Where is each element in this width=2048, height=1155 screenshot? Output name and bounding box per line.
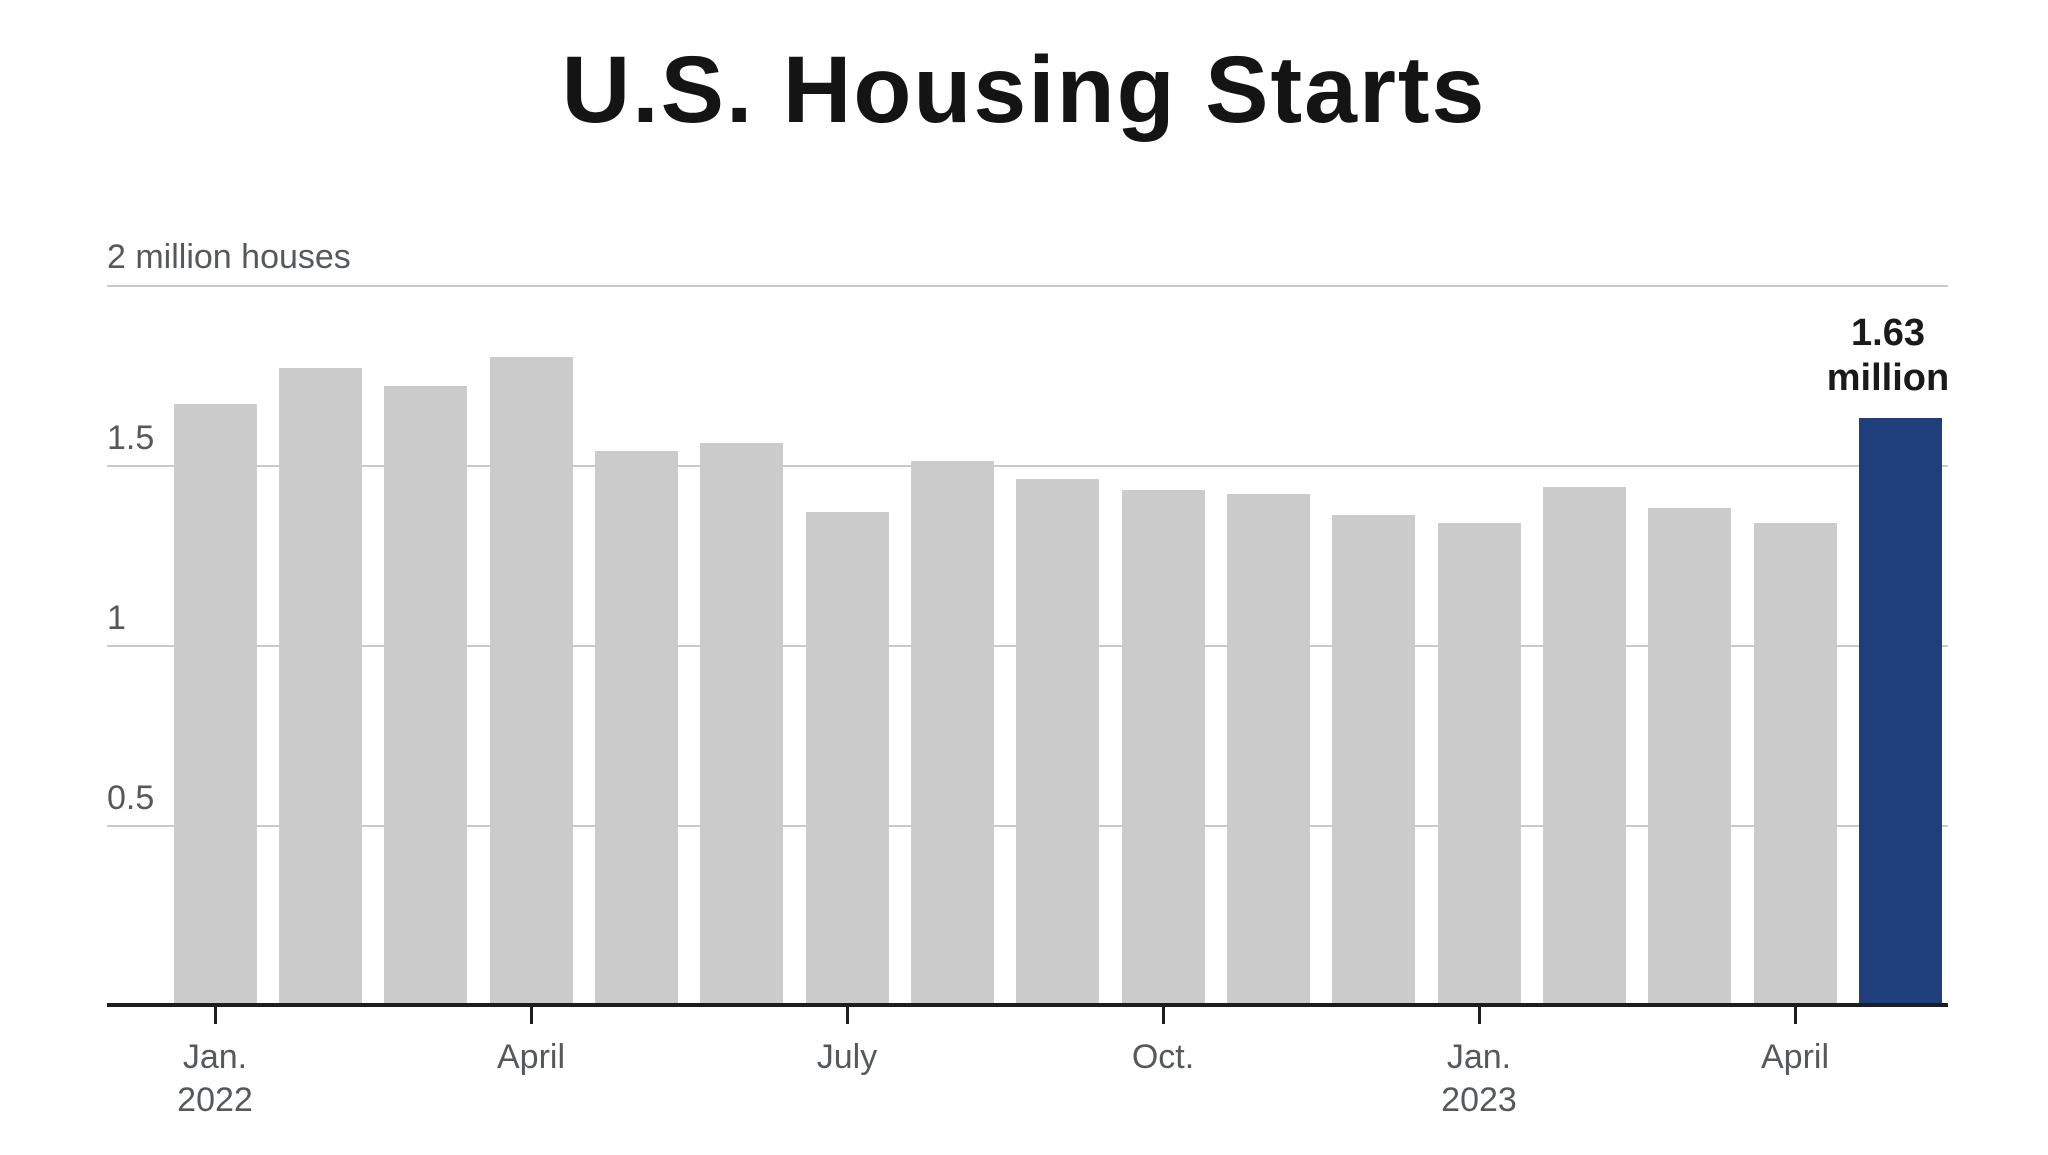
- x-tick-July 2022: [846, 1007, 849, 1024]
- bar-Jan. 2023: [1438, 523, 1521, 1005]
- gridline-1.5: [107, 465, 1948, 467]
- x-tick-April 2023: [1794, 1007, 1797, 1024]
- bar-Dec. 2022: [1332, 515, 1415, 1005]
- x-tick-label-July 2022: July: [816, 1038, 878, 1076]
- bar-July 2022: [806, 512, 889, 1005]
- x-tick-label-Jan. 2022: Jan. 2022: [177, 1038, 253, 1119]
- highlight-bar-May 2023: [1859, 418, 1942, 1005]
- x-tick-label-Jan. 2023: Jan. 2023: [1441, 1038, 1517, 1119]
- x-tick-label-April 2022: April: [496, 1038, 566, 1076]
- bar-May 2022: [595, 451, 678, 1005]
- bar-March 2022: [384, 386, 467, 1005]
- bar-Aug. 2022: [911, 461, 994, 1005]
- bar-Nov. 2022: [1227, 494, 1310, 1005]
- y-axis-top-label: 2 million houses: [107, 238, 351, 276]
- x-tick-label-April 2023: April: [1760, 1038, 1830, 1076]
- bar-April 2023: [1754, 523, 1837, 1005]
- bar-June 2022: [700, 443, 783, 1005]
- y-tick-label-1: 1: [107, 599, 126, 637]
- bar-April 2022: [490, 357, 573, 1005]
- y-tick-label-0.5: 0.5: [107, 779, 155, 817]
- bar-Feb. 2022: [279, 368, 362, 1005]
- bar-Jan. 2022: [174, 404, 257, 1005]
- gridline-2: [107, 285, 1948, 287]
- x-tick-Jan. 2022: [214, 1007, 217, 1024]
- x-tick-label-Oct. 2022: Oct.: [1131, 1038, 1195, 1076]
- x-tick-Oct. 2022: [1162, 1007, 1165, 1024]
- chart-title: U.S. Housing Starts: [561, 37, 1487, 143]
- y-tick-label-1.5: 1.5: [107, 419, 155, 457]
- x-axis-line: [107, 1003, 1948, 1007]
- highlight-annotation: 1.63 million: [1826, 312, 1950, 399]
- bar-March 2023: [1648, 508, 1731, 1005]
- bar-Sept. 2022: [1016, 479, 1099, 1005]
- bar-Oct. 2022: [1122, 490, 1205, 1005]
- x-tick-April 2022: [530, 1007, 533, 1024]
- bar-Feb. 2023: [1543, 487, 1626, 1005]
- x-tick-Jan. 2023: [1478, 1007, 1481, 1024]
